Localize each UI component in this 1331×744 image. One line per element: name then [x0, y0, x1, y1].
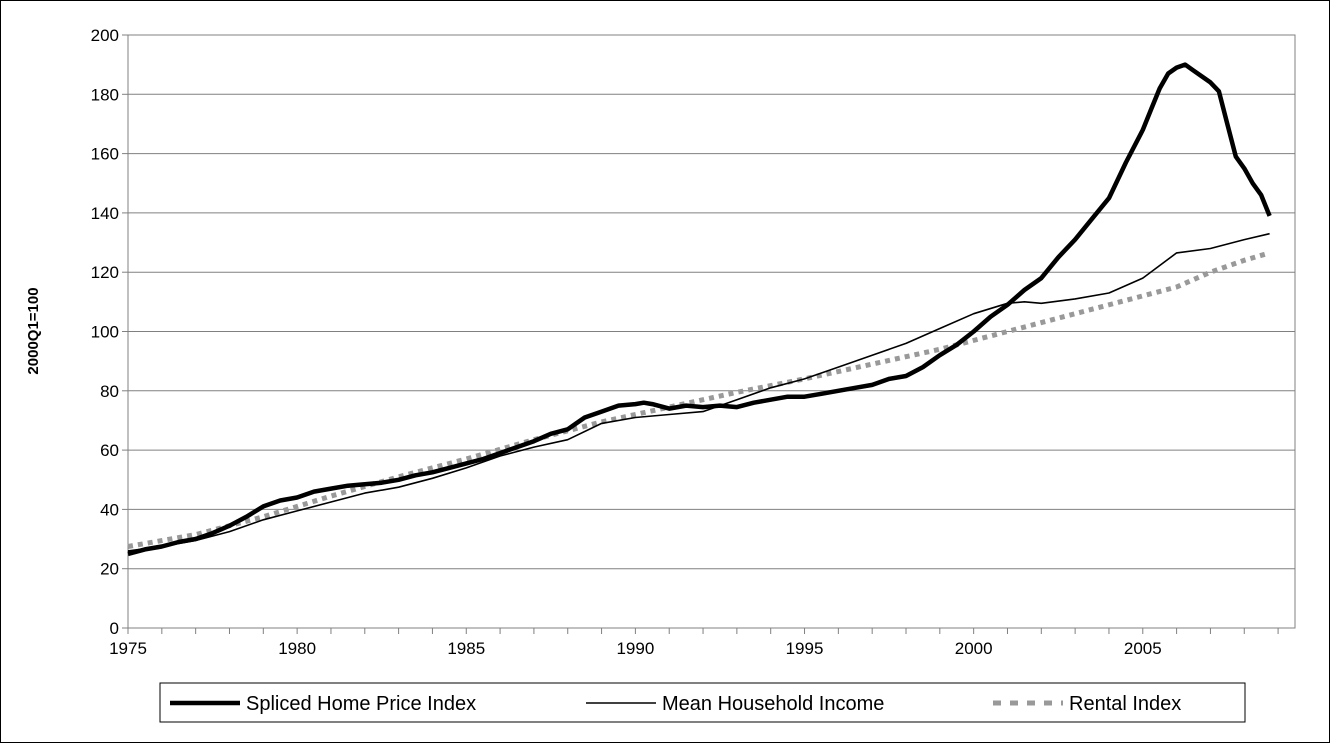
legend: Spliced Home Price Index Mean Household I… [159, 682, 1246, 723]
y-tick-label: 20 [100, 560, 119, 579]
y-tick-label: 60 [100, 441, 119, 460]
x-tick-label: 2000 [955, 639, 993, 658]
series-lines [127, 62, 1272, 557]
series-line-2 [127, 250, 1271, 549]
y-tick-label: 140 [91, 204, 119, 223]
y-tick-label: 120 [91, 263, 119, 282]
axes: 0 20 40 60 80 100 120 140 160 180 200 1975 1980 1985 1… [91, 26, 1279, 658]
legend-label-2: Rental Index [1069, 693, 1181, 715]
y-tick-label: 40 [100, 500, 119, 519]
y-tick-label: 80 [100, 382, 119, 401]
y-axis-label: 2000Q1=100 [25, 287, 42, 374]
y-tick-label: 0 [110, 619, 119, 638]
legend-label-0: Spliced Home Price Index [246, 693, 476, 715]
y-tick-label: 180 [91, 85, 119, 104]
legend-label-1: Mean Household Income [662, 693, 884, 715]
x-tick-label: 1985 [447, 639, 485, 658]
x-tick-label: 1995 [786, 639, 824, 658]
y-tick-label: 200 [91, 26, 119, 45]
series-line-0 [127, 62, 1272, 557]
x-tick-label: 2005 [1124, 639, 1162, 658]
x-tick-label: 1975 [109, 639, 147, 658]
y-tick-label: 160 [91, 145, 119, 164]
legend-box [159, 682, 1246, 723]
x-tick-label: 1990 [616, 639, 654, 658]
x-tick-label: 1980 [278, 639, 316, 658]
y-tick-label: 100 [91, 323, 119, 342]
